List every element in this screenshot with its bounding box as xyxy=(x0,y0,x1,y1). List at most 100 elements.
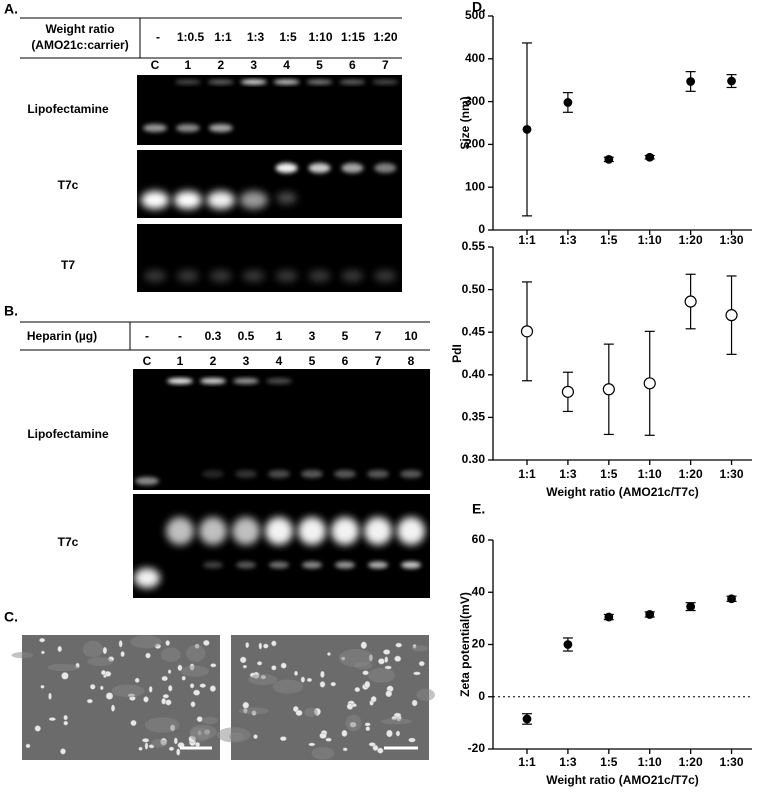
sem-texture xyxy=(47,663,79,672)
lane-label: 4 xyxy=(283,58,290,72)
panel-label: C. xyxy=(4,609,18,625)
column-label: 10 xyxy=(404,329,418,343)
y-tick-label: 0.50 xyxy=(462,282,486,296)
sem-particle xyxy=(370,696,377,703)
sem-particle xyxy=(393,712,402,718)
x-tick-label: 1:20 xyxy=(679,467,703,481)
panel-label: E. xyxy=(472,501,485,517)
sem-particle xyxy=(258,642,263,650)
gel-band xyxy=(199,517,227,545)
sem-particle xyxy=(118,640,123,648)
column-label: 3 xyxy=(309,329,316,343)
sem-particle xyxy=(271,665,277,671)
gel-band xyxy=(174,79,201,85)
y-tick-label: 500 xyxy=(465,8,485,22)
lane-label: 6 xyxy=(342,354,349,368)
data-point xyxy=(684,295,697,308)
gel-band xyxy=(331,517,359,545)
lane-label: C xyxy=(143,354,152,368)
sem-particle xyxy=(203,639,210,646)
lane-label: 3 xyxy=(243,354,250,368)
sem-particle xyxy=(271,640,277,647)
gel-band xyxy=(341,163,364,173)
sem-texture xyxy=(82,640,103,658)
sem-particle xyxy=(280,662,287,669)
sem-particle xyxy=(319,681,326,688)
gel-band xyxy=(273,79,300,85)
sem-texture xyxy=(216,727,251,743)
sem-particle xyxy=(120,651,125,658)
column-label: - xyxy=(156,30,160,44)
gel-band xyxy=(301,470,323,478)
sem-particle xyxy=(176,748,181,756)
panel-label: A. xyxy=(4,1,18,17)
gel-band xyxy=(334,470,356,478)
y-tick-label: 0.40 xyxy=(462,367,486,381)
panel-label: D. xyxy=(472,0,486,15)
sem-particle xyxy=(167,669,172,674)
x-tick-label: 1:20 xyxy=(679,755,703,769)
lane-label: 6 xyxy=(349,58,356,72)
sem-texture xyxy=(345,714,362,732)
sem-particle xyxy=(242,664,248,669)
sem-particle xyxy=(195,742,201,747)
x-tick-label: 1:30 xyxy=(720,755,744,769)
sem-particle xyxy=(308,742,316,747)
x-tick-label: 1:10 xyxy=(638,755,662,769)
sem-texture xyxy=(189,727,211,742)
sem-particle xyxy=(102,646,108,655)
sem-particle xyxy=(148,686,153,693)
header-label: Heparin (µg) xyxy=(27,329,97,343)
sem-particle xyxy=(294,670,298,676)
gel-band xyxy=(135,477,159,485)
gel xyxy=(137,150,402,218)
y-tick-label: 40 xyxy=(472,584,486,598)
gel-band xyxy=(374,270,397,282)
gel-band xyxy=(302,561,322,569)
gel-band xyxy=(397,517,425,545)
sem-particle xyxy=(193,689,201,696)
sem-particle xyxy=(377,747,384,754)
sem-texture xyxy=(111,684,145,698)
x-tick-label: 1:1 xyxy=(518,233,536,247)
sem-particle xyxy=(242,701,250,709)
y-tick-label: 20 xyxy=(472,637,486,651)
lane-label: 5 xyxy=(309,354,316,368)
sem-texture xyxy=(87,657,114,666)
gel-band xyxy=(266,378,292,384)
sem-particle xyxy=(239,656,247,664)
sem-particle xyxy=(39,637,46,643)
lane-label: 2 xyxy=(210,354,217,368)
sem-particle xyxy=(245,642,250,649)
sem-particle xyxy=(418,661,425,667)
y-tick-label: 0 xyxy=(478,689,485,703)
lane-label: 7 xyxy=(382,58,389,72)
gel-band xyxy=(265,517,293,545)
sem-particle xyxy=(40,684,45,689)
sem-particle xyxy=(330,681,337,687)
column-label: 1:20 xyxy=(373,30,397,44)
gel-band xyxy=(236,561,256,569)
sem-particle xyxy=(364,680,371,689)
gel xyxy=(133,369,430,490)
gel-band xyxy=(341,270,364,282)
sem-particle xyxy=(385,690,393,698)
gel xyxy=(133,494,430,598)
row-label: Lipofectamine xyxy=(27,102,109,116)
gel-band xyxy=(335,561,355,569)
gel-band xyxy=(400,470,422,478)
column-label: 5 xyxy=(342,329,349,343)
data-point xyxy=(522,125,532,134)
lane-label: 1 xyxy=(185,58,192,72)
y-tick-label: 200 xyxy=(465,137,485,151)
data-point xyxy=(561,385,575,398)
column-label: 1:5 xyxy=(279,30,297,44)
y-tick-label: 300 xyxy=(465,94,485,108)
sem-particle xyxy=(295,709,303,716)
x-tick-label: 1:20 xyxy=(679,233,703,247)
y-tick-label: -20 xyxy=(468,741,486,755)
y-tick-label: 0.35 xyxy=(462,410,486,424)
sem-particle xyxy=(57,645,63,653)
x-tick-label: 1:5 xyxy=(600,467,618,481)
